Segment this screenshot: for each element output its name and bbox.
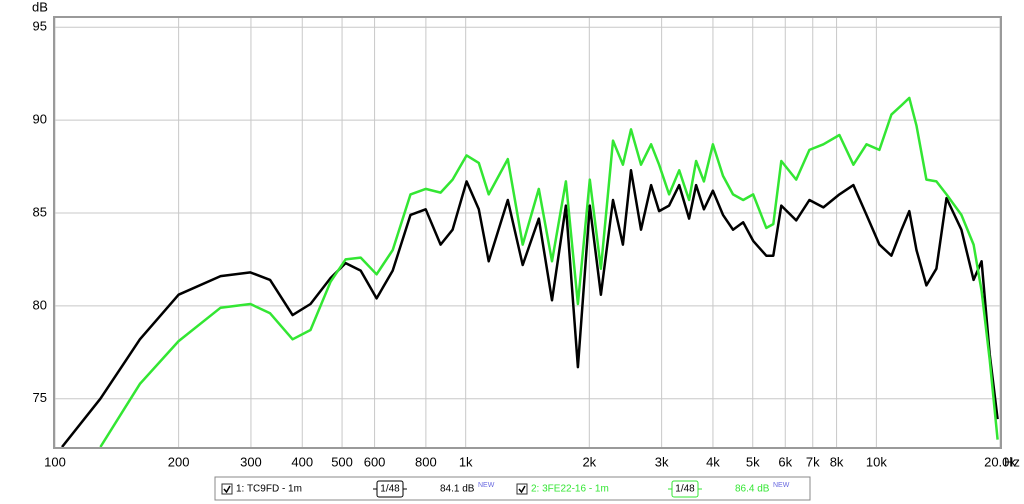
smoothing-label: 1/48 — [380, 484, 400, 495]
x-tick-label: 400 — [291, 454, 313, 469]
series-line — [61, 169, 999, 447]
y-tick-label: 95 — [33, 19, 47, 34]
x-tick-label: 500 — [331, 454, 353, 469]
smoothing-label: 1/48 — [675, 484, 695, 495]
series-line — [99, 96, 999, 447]
legend-checkbox[interactable] — [221, 483, 233, 495]
x-tick-label: 300 — [240, 454, 262, 469]
x-tick-label: 600 — [364, 454, 386, 469]
x-axis-label: Hz — [1004, 454, 1020, 469]
y-axis-label: dB — [32, 0, 48, 14]
legend — [214, 476, 811, 501]
smoothing-box[interactable] — [376, 480, 404, 498]
y-tick-label: 90 — [33, 112, 47, 127]
legend-label: 1: TC9FD - 1m — [236, 484, 302, 495]
checkmark — [518, 485, 526, 494]
level-tag: NEW — [478, 482, 495, 489]
legend-label: 2: 3FE22-16 - 1m — [531, 484, 609, 495]
level-label: 84.1 dB — [440, 484, 475, 495]
x-tick-label: 6k — [778, 454, 792, 469]
y-tick-label: 75 — [33, 390, 47, 405]
x-tick-label: 3k — [655, 454, 669, 469]
x-tick-label: 20.0k — [984, 454, 1016, 469]
x-tick-label: 5k — [746, 454, 760, 469]
legend-checkbox[interactable] — [516, 483, 528, 495]
y-tick-label: 85 — [33, 204, 47, 219]
x-tick-label: 100 — [44, 454, 66, 469]
x-tick-label: 1k — [459, 454, 473, 469]
checkmark — [223, 485, 231, 494]
plot-frame — [53, 16, 1002, 449]
x-tick-label: 2k — [582, 454, 596, 469]
x-tick-label: 8k — [830, 454, 844, 469]
x-tick-label: 10k — [866, 454, 887, 469]
x-tick-label: 4k — [706, 454, 720, 469]
level-tag: NEW — [773, 482, 790, 489]
y-tick-label: 80 — [33, 297, 47, 312]
x-tick-label: 7k — [806, 454, 820, 469]
level-label: 86.4 dB — [735, 484, 770, 495]
x-tick-label: 800 — [415, 454, 437, 469]
x-tick-label: 200 — [168, 454, 190, 469]
smoothing-box[interactable] — [671, 480, 699, 498]
